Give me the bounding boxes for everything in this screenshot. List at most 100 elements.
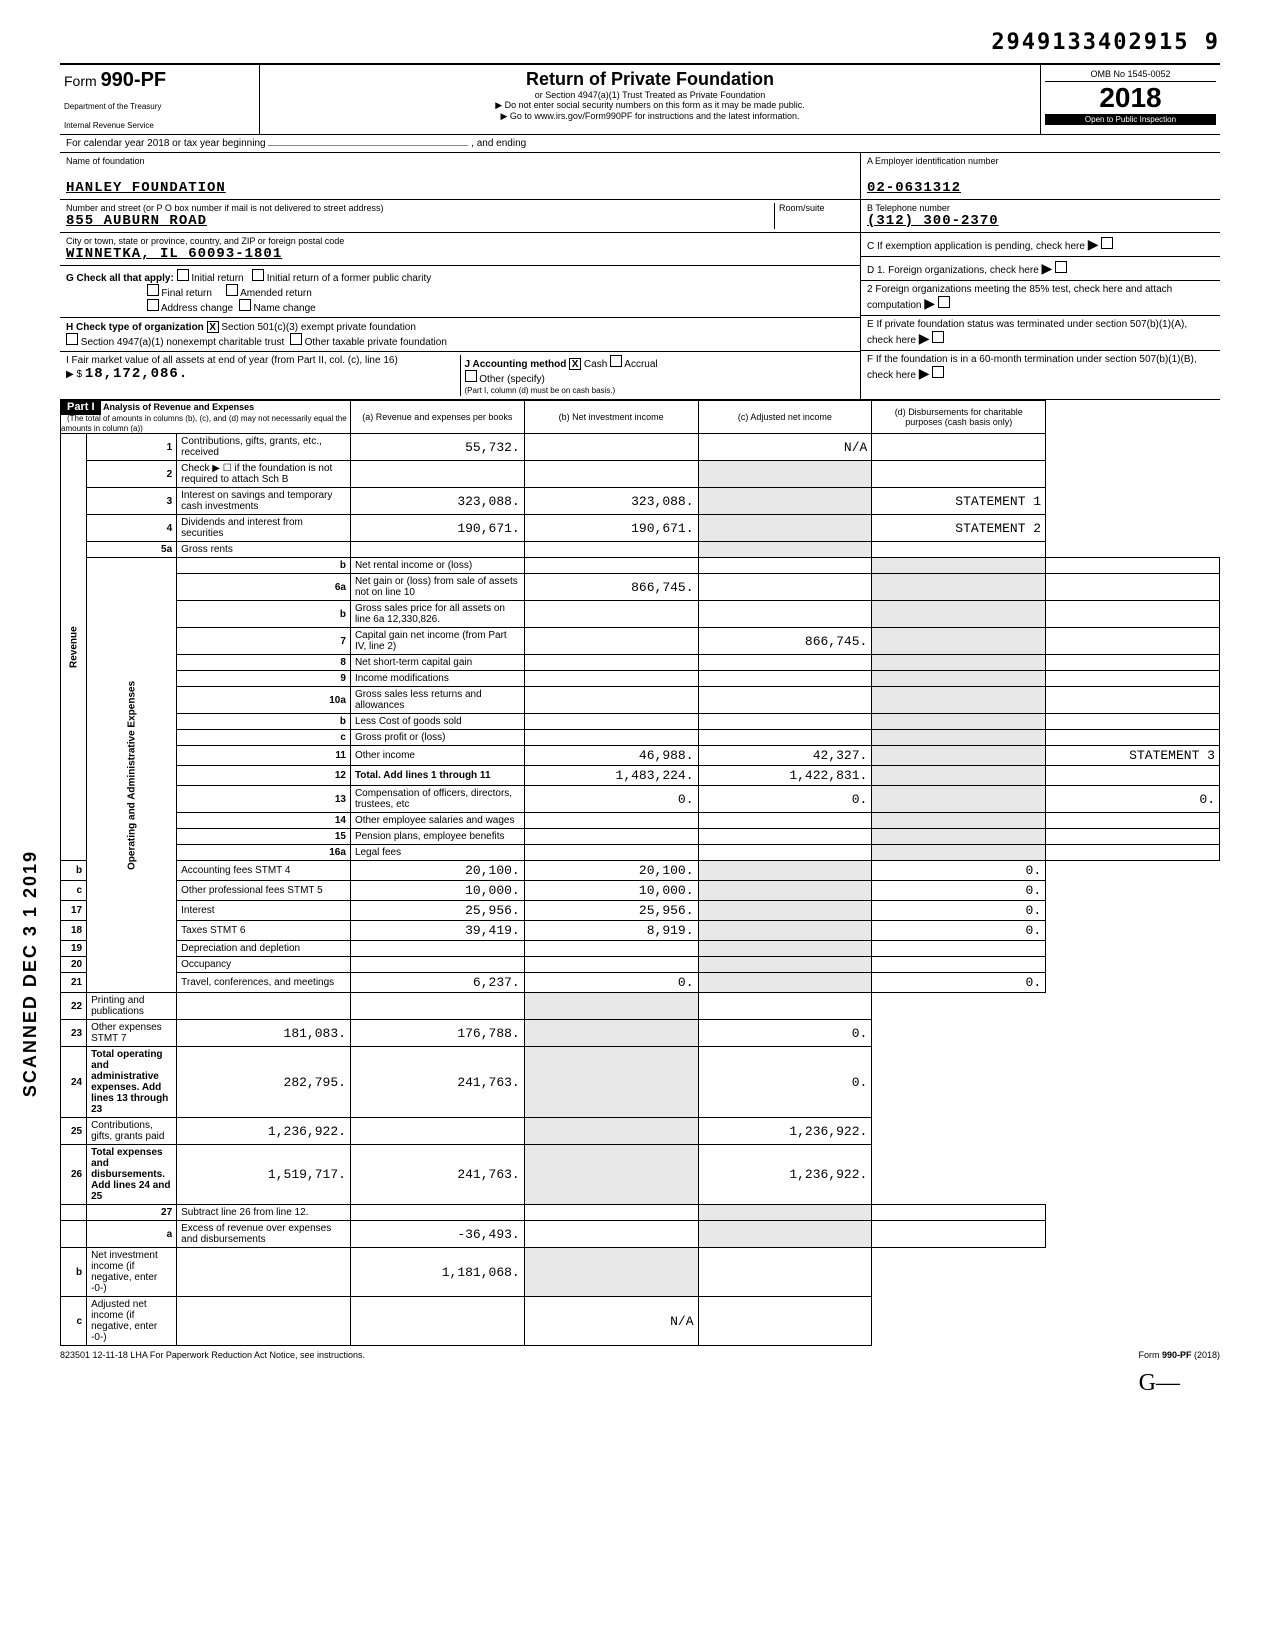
amount-cell — [698, 461, 872, 488]
amount-cell — [1046, 601, 1220, 628]
amount-cell — [698, 1205, 872, 1221]
checkbox-former[interactable] — [252, 269, 264, 281]
g-opt5: Name change — [253, 303, 315, 314]
amount-cell: 0. — [872, 901, 1046, 921]
amount-cell — [872, 574, 1046, 601]
table-row: 12Total. Add lines 1 through 111,483,224… — [61, 766, 1220, 786]
info-block: Name of foundation HANLEY FOUNDATION Num… — [60, 153, 1220, 400]
name-label: Name of foundation — [66, 156, 854, 166]
checkbox-otheracct[interactable] — [465, 370, 477, 382]
amount-cell — [698, 973, 872, 993]
scanned-stamp: SCANNED DEC 3 1 2019 — [20, 850, 41, 1097]
checkbox-accrual[interactable] — [610, 355, 622, 367]
barcode: 2949133402915 9 — [991, 30, 1220, 55]
form-number-value: 990-PF — [101, 69, 167, 91]
amount-cell — [698, 671, 872, 687]
table-row: 4Dividends and interest from securities1… — [61, 515, 1220, 542]
checkbox-f[interactable] — [932, 366, 944, 378]
line-number: 18 — [61, 921, 87, 941]
checkbox-d1[interactable] — [1055, 261, 1067, 273]
amount-cell — [524, 601, 698, 628]
checkbox-d2[interactable] — [938, 296, 950, 308]
line-number: 5a — [87, 542, 177, 558]
amount-cell — [872, 655, 1046, 671]
omb: OMB No 1545-0052 — [1045, 69, 1216, 82]
line-description: Legal fees — [350, 845, 524, 861]
table-row: cAdjusted net income (if negative, enter… — [61, 1297, 1220, 1346]
amount-cell: STATEMENT 2 — [872, 515, 1046, 542]
line-description: Accounting fees STMT 4 — [177, 861, 351, 881]
amount-cell: -36,493. — [350, 1221, 524, 1248]
amount-cell — [524, 461, 698, 488]
checkbox-addrchg[interactable] — [147, 299, 159, 311]
line-description: Subtract line 26 from line 12. — [177, 1205, 351, 1221]
section-ij: I Fair market value of all assets at end… — [60, 352, 860, 399]
e-cell: E If private foundation status was termi… — [861, 316, 1220, 351]
table-row: bAccounting fees STMT 420,100.20,100.0. — [61, 861, 1220, 881]
form-header-left: Form 990-PF Department of the Treasury I… — [60, 65, 260, 134]
signature: G— — [60, 1370, 1220, 1397]
amount-cell — [1046, 655, 1220, 671]
amount-cell: 0. — [698, 1020, 872, 1047]
line-number: c — [177, 730, 351, 746]
foundation-address: 855 AUBURN ROAD — [66, 213, 774, 229]
table-row: 13Compensation of officers, directors, t… — [61, 786, 1220, 813]
checkbox-4947[interactable] — [66, 333, 78, 345]
checkbox-cash[interactable]: X — [569, 358, 581, 370]
amount-cell — [872, 786, 1046, 813]
amount-cell — [698, 515, 872, 542]
checkbox-other-tax[interactable] — [290, 333, 302, 345]
amount-cell — [524, 628, 698, 655]
table-row: 9Income modifications — [61, 671, 1220, 687]
line-number: c — [61, 881, 87, 901]
amount-cell — [872, 1205, 1046, 1221]
amount-cell — [524, 993, 698, 1020]
h-opt3: Other taxable private foundation — [305, 337, 447, 348]
checkbox-e[interactable] — [932, 331, 944, 343]
amount-cell — [698, 957, 872, 973]
amount-cell — [698, 1248, 872, 1297]
form-header-right: OMB No 1545-0052 2018 Open to Public Ins… — [1040, 65, 1220, 134]
table-row: 7Capital gain net income (from Part IV, … — [61, 628, 1220, 655]
table-row: 22Printing and publications — [61, 993, 1220, 1020]
amount-cell — [524, 655, 698, 671]
checkbox-namechg[interactable] — [239, 299, 251, 311]
amount-cell: 1,236,922. — [177, 1118, 351, 1145]
header-row: 2949133402915 9 — [60, 30, 1220, 55]
amount-cell: 0. — [698, 1047, 872, 1118]
amount-cell — [177, 1297, 351, 1346]
amount-cell — [1046, 730, 1220, 746]
checkbox-final[interactable] — [147, 284, 159, 296]
amount-cell — [1046, 558, 1220, 574]
table-row: 6aNet gain or (loss) from sale of assets… — [61, 574, 1220, 601]
table-row: 18Taxes STMT 639,419.8,919.0. — [61, 921, 1220, 941]
line-description: Other income — [350, 746, 524, 766]
amount-cell — [872, 941, 1046, 957]
line-number: b — [177, 558, 351, 574]
checkbox-amended[interactable] — [226, 284, 238, 296]
form-instr2: ▶ Go to www.irs.gov/Form990PF for instru… — [264, 111, 1036, 122]
form-subtitle: or Section 4947(a)(1) Trust Treated as P… — [264, 90, 1036, 100]
phone-value: (312) 300-2370 — [867, 213, 1214, 229]
address-cell: Number and street (or P O box number if … — [60, 200, 860, 233]
amount-cell — [524, 957, 698, 973]
line-number: 8 — [177, 655, 351, 671]
amount-cell — [698, 488, 872, 515]
line-number: 9 — [177, 671, 351, 687]
table-row: 5aGross rents — [61, 542, 1220, 558]
checkbox-501c3[interactable]: X — [207, 321, 219, 333]
checkbox-c[interactable] — [1101, 237, 1113, 249]
calendar-begin: For calendar year 2018 or tax year begin… — [66, 138, 266, 149]
line-number: 12 — [177, 766, 351, 786]
amount-cell: 0. — [872, 881, 1046, 901]
amount-cell — [1046, 845, 1220, 861]
ein-value: 02-0631312 — [867, 180, 1214, 196]
line-description: Total. Add lines 1 through 11 — [350, 766, 524, 786]
table-row: 3Interest on savings and temporary cash … — [61, 488, 1220, 515]
amount-cell — [1046, 813, 1220, 829]
amount-cell — [1046, 714, 1220, 730]
footer: 823501 12-11-18 LHA For Paperwork Reduct… — [60, 1350, 1220, 1360]
table-row: 15Pension plans, employee benefits — [61, 829, 1220, 845]
amount-cell — [524, 1118, 698, 1145]
checkbox-initial[interactable] — [177, 269, 189, 281]
